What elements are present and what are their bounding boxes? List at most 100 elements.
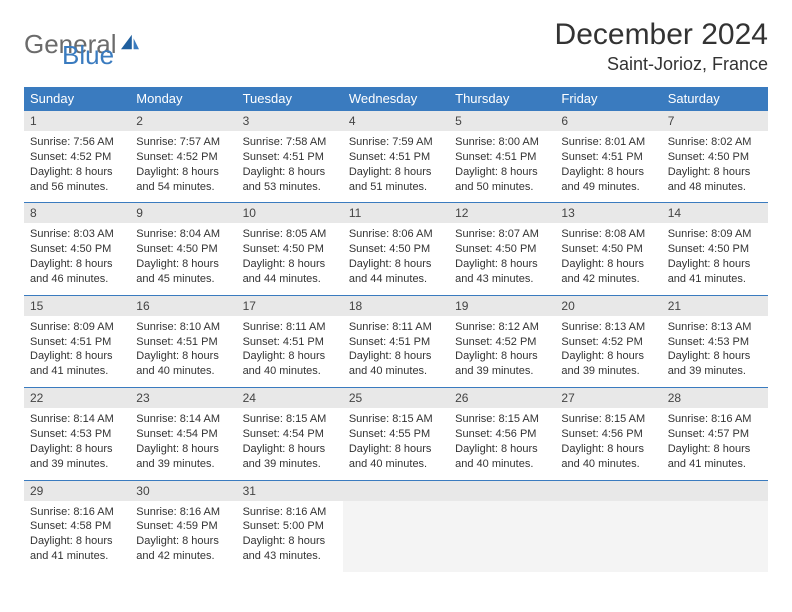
daylight-text-1: Daylight: 8 hours: [668, 257, 762, 272]
day-number-cell: [662, 480, 768, 501]
daylight-text-2: and 40 minutes.: [455, 457, 549, 472]
day-content-cell: Sunrise: 8:14 AMSunset: 4:54 PMDaylight:…: [130, 408, 236, 480]
daylight-text-1: Daylight: 8 hours: [243, 442, 337, 457]
daylight-text-2: and 42 minutes.: [561, 272, 655, 287]
daylight-text-2: and 42 minutes.: [136, 549, 230, 564]
day-number-cell: 10: [237, 203, 343, 224]
sunrise-text: Sunrise: 8:16 AM: [30, 505, 124, 520]
sunset-text: Sunset: 4:59 PM: [136, 519, 230, 534]
day-content-cell: Sunrise: 8:11 AMSunset: 4:51 PMDaylight:…: [237, 316, 343, 388]
day-number-cell: 3: [237, 111, 343, 132]
daylight-text-2: and 40 minutes.: [136, 364, 230, 379]
logo: General Blue: [24, 18, 164, 70]
daylight-text-1: Daylight: 8 hours: [349, 165, 443, 180]
sunset-text: Sunset: 4:51 PM: [349, 335, 443, 350]
daylight-text-1: Daylight: 8 hours: [243, 257, 337, 272]
daylight-text-2: and 45 minutes.: [136, 272, 230, 287]
daylight-text-1: Daylight: 8 hours: [30, 442, 124, 457]
day-number-cell: 7: [662, 111, 768, 132]
day-content-row: Sunrise: 8:09 AMSunset: 4:51 PMDaylight:…: [24, 316, 768, 388]
weekday-header: Friday: [555, 87, 661, 111]
sunset-text: Sunset: 4:54 PM: [243, 427, 337, 442]
day-content-cell: Sunrise: 8:01 AMSunset: 4:51 PMDaylight:…: [555, 131, 661, 203]
page-header: General Blue December 2024 Saint-Jorioz,…: [24, 18, 768, 75]
sunrise-text: Sunrise: 8:15 AM: [349, 412, 443, 427]
day-number-row: 22232425262728: [24, 388, 768, 409]
sunset-text: Sunset: 4:50 PM: [349, 242, 443, 257]
sunset-text: Sunset: 4:50 PM: [455, 242, 549, 257]
day-number-cell: 1: [24, 111, 130, 132]
day-content-cell: Sunrise: 7:58 AMSunset: 4:51 PMDaylight:…: [237, 131, 343, 203]
daylight-text-2: and 40 minutes.: [349, 364, 443, 379]
day-number-cell: 31: [237, 480, 343, 501]
sunset-text: Sunset: 4:53 PM: [30, 427, 124, 442]
daylight-text-2: and 44 minutes.: [243, 272, 337, 287]
sunset-text: Sunset: 4:58 PM: [30, 519, 124, 534]
daylight-text-2: and 41 minutes.: [30, 549, 124, 564]
day-content-cell: Sunrise: 8:15 AMSunset: 4:55 PMDaylight:…: [343, 408, 449, 480]
sunrise-text: Sunrise: 8:13 AM: [561, 320, 655, 335]
daylight-text-1: Daylight: 8 hours: [561, 442, 655, 457]
day-number-cell: 6: [555, 111, 661, 132]
daylight-text-2: and 43 minutes.: [455, 272, 549, 287]
day-number-row: 293031: [24, 480, 768, 501]
day-content-cell: Sunrise: 8:08 AMSunset: 4:50 PMDaylight:…: [555, 223, 661, 295]
sunrise-text: Sunrise: 8:01 AM: [561, 135, 655, 150]
weekday-header: Tuesday: [237, 87, 343, 111]
sunset-text: Sunset: 4:52 PM: [455, 335, 549, 350]
title-block: December 2024 Saint-Jorioz, France: [555, 18, 768, 75]
daylight-text-2: and 39 minutes.: [455, 364, 549, 379]
sunrise-text: Sunrise: 8:09 AM: [668, 227, 762, 242]
daylight-text-1: Daylight: 8 hours: [455, 349, 549, 364]
daylight-text-1: Daylight: 8 hours: [455, 442, 549, 457]
day-number-cell: 17: [237, 295, 343, 316]
day-content-cell: Sunrise: 8:00 AMSunset: 4:51 PMDaylight:…: [449, 131, 555, 203]
sunrise-text: Sunrise: 8:14 AM: [136, 412, 230, 427]
day-content-cell: Sunrise: 8:09 AMSunset: 4:50 PMDaylight:…: [662, 223, 768, 295]
day-number-cell: 2: [130, 111, 236, 132]
day-content-cell: Sunrise: 7:57 AMSunset: 4:52 PMDaylight:…: [130, 131, 236, 203]
day-number-cell: 19: [449, 295, 555, 316]
daylight-text-2: and 54 minutes.: [136, 180, 230, 195]
daylight-text-1: Daylight: 8 hours: [668, 349, 762, 364]
day-content-cell: Sunrise: 8:14 AMSunset: 4:53 PMDaylight:…: [24, 408, 130, 480]
sunrise-text: Sunrise: 7:58 AM: [243, 135, 337, 150]
sunrise-text: Sunrise: 8:00 AM: [455, 135, 549, 150]
sunset-text: Sunset: 4:50 PM: [243, 242, 337, 257]
sunrise-text: Sunrise: 8:16 AM: [136, 505, 230, 520]
daylight-text-1: Daylight: 8 hours: [30, 257, 124, 272]
weekday-header: Thursday: [449, 87, 555, 111]
daylight-text-1: Daylight: 8 hours: [136, 257, 230, 272]
day-content-cell: Sunrise: 8:15 AMSunset: 4:56 PMDaylight:…: [449, 408, 555, 480]
day-content-cell: Sunrise: 8:11 AMSunset: 4:51 PMDaylight:…: [343, 316, 449, 388]
day-content-cell: Sunrise: 8:15 AMSunset: 4:54 PMDaylight:…: [237, 408, 343, 480]
sunset-text: Sunset: 4:52 PM: [30, 150, 124, 165]
sunrise-text: Sunrise: 8:06 AM: [349, 227, 443, 242]
day-content-cell: Sunrise: 7:59 AMSunset: 4:51 PMDaylight:…: [343, 131, 449, 203]
sunset-text: Sunset: 4:56 PM: [455, 427, 549, 442]
sunset-text: Sunset: 4:55 PM: [349, 427, 443, 442]
daylight-text-2: and 44 minutes.: [349, 272, 443, 287]
day-number-cell: 9: [130, 203, 236, 224]
day-content-cell: [662, 501, 768, 572]
sunset-text: Sunset: 4:56 PM: [561, 427, 655, 442]
daylight-text-1: Daylight: 8 hours: [136, 165, 230, 180]
sunset-text: Sunset: 4:51 PM: [349, 150, 443, 165]
day-number-cell: 26: [449, 388, 555, 409]
daylight-text-2: and 41 minutes.: [668, 272, 762, 287]
daylight-text-2: and 56 minutes.: [30, 180, 124, 195]
daylight-text-1: Daylight: 8 hours: [136, 442, 230, 457]
sunset-text: Sunset: 4:50 PM: [668, 150, 762, 165]
sunset-text: Sunset: 4:51 PM: [243, 150, 337, 165]
sunrise-text: Sunrise: 8:15 AM: [243, 412, 337, 427]
sunset-text: Sunset: 4:50 PM: [30, 242, 124, 257]
day-content-row: Sunrise: 8:03 AMSunset: 4:50 PMDaylight:…: [24, 223, 768, 295]
weekday-header-row: Sunday Monday Tuesday Wednesday Thursday…: [24, 87, 768, 111]
day-content-cell: Sunrise: 8:16 AMSunset: 5:00 PMDaylight:…: [237, 501, 343, 572]
logo-word-blue: Blue: [62, 40, 114, 71]
sunrise-text: Sunrise: 8:11 AM: [349, 320, 443, 335]
daylight-text-1: Daylight: 8 hours: [455, 257, 549, 272]
sunrise-text: Sunrise: 7:59 AM: [349, 135, 443, 150]
sunset-text: Sunset: 4:50 PM: [668, 242, 762, 257]
weekday-header: Monday: [130, 87, 236, 111]
